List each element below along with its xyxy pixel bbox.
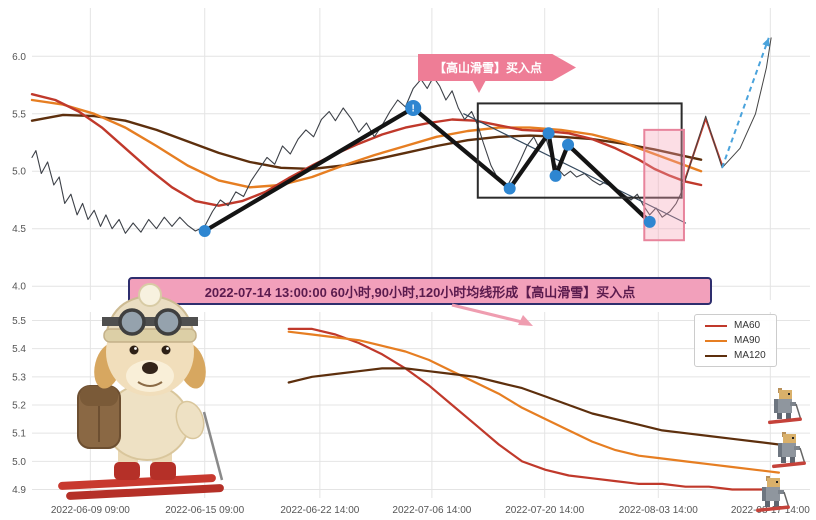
y-tick-label: 5.2 xyxy=(12,401,26,412)
signal-dot-label: ! xyxy=(412,104,415,115)
MA90-line xyxy=(287,330,781,474)
legend-label: MA90 xyxy=(734,335,761,346)
MA90-line xyxy=(30,98,703,189)
y-tick-label: 5.0 xyxy=(12,167,26,178)
pixel-skiers-image xyxy=(755,388,807,514)
banner-arrow-icon xyxy=(451,303,533,326)
pixel-skier-icon xyxy=(767,388,803,426)
legend-label: MA120 xyxy=(734,350,766,361)
x-tick-label: 2022-06-09 09:00 xyxy=(51,505,130,516)
consolidation-rect xyxy=(476,102,683,199)
legend-label: MA60 xyxy=(734,320,761,331)
ski-pole-icon xyxy=(202,411,224,481)
y-tick-label: 5.5 xyxy=(12,109,26,120)
y-tick-label: 4.0 xyxy=(12,282,26,293)
ski-icon xyxy=(58,474,224,500)
y-tick-label: 5.1 xyxy=(12,429,26,440)
goggles-icon xyxy=(102,308,198,336)
pixel-skier-icon xyxy=(755,475,791,514)
signal-dot xyxy=(542,127,555,140)
signal-dot xyxy=(549,169,562,182)
x-tick-label: 2022-08-03 14:00 xyxy=(619,505,698,516)
price-line xyxy=(31,76,683,234)
signal-dot xyxy=(405,100,422,117)
x-tick-label: 2022-06-15 09:00 xyxy=(165,505,244,516)
y-tick-label: 5.0 xyxy=(12,457,26,468)
y-tick-label: 4.9 xyxy=(12,485,26,496)
legend-line-sample xyxy=(705,354,727,357)
MA120-line xyxy=(287,367,781,446)
ski-dog-mascot-image xyxy=(58,283,224,500)
buy-projection-arrow xyxy=(721,37,770,169)
legend-line-sample xyxy=(705,339,727,342)
dog-muzzle xyxy=(126,360,174,392)
pixel-skier-icon xyxy=(771,431,807,470)
pattern-skeleton-line xyxy=(202,105,652,234)
y-tick-label: 5.5 xyxy=(12,316,26,327)
backpack-icon xyxy=(77,385,121,449)
buy-projection-arrow-head xyxy=(762,37,770,47)
chart-legend: MA60 MA90 MA120 xyxy=(694,314,777,367)
buy-point-callout-label: 【高山滑雪】买入点 xyxy=(433,61,542,75)
legend-item: MA60 xyxy=(705,320,766,331)
y-tick-label: 5.4 xyxy=(12,344,26,355)
signal-dot xyxy=(503,182,516,195)
x-tick-label: 2022-07-06 14:00 xyxy=(392,505,471,516)
signal-dot xyxy=(198,225,211,238)
callout-pointer-icon xyxy=(472,80,486,93)
x-tick-label: 2022-06-22 14:00 xyxy=(280,505,359,516)
price-chart-panel: 4.0 4.5 5.0 5.5 6.0! xyxy=(12,8,810,300)
dog-nose xyxy=(142,362,158,374)
y-tick-label: 6.0 xyxy=(12,52,26,63)
legend-item: MA90 xyxy=(705,335,766,346)
signal-banner-text: 2022-07-14 13:00:00 60小时,90小时,120小时均线形成【… xyxy=(204,284,636,300)
MA60-line xyxy=(30,92,703,207)
legend-line-sample xyxy=(705,324,727,327)
y-tick-label: 4.5 xyxy=(12,224,26,235)
buy-point-callout: 【高山滑雪】买入点 xyxy=(418,54,576,81)
signal-banner: 2022-07-14 13:00:00 60小时,90小时,120小时均线形成【… xyxy=(128,277,712,305)
y-tick-label: 5.3 xyxy=(12,372,26,383)
x-tick-label: 2022-07-20 14:00 xyxy=(505,505,584,516)
signal-dot xyxy=(643,215,656,228)
breakout-zone-rect xyxy=(643,128,685,242)
downtrend-line-line xyxy=(463,113,687,224)
MA120-line xyxy=(30,113,703,171)
projection-curve-line xyxy=(681,37,772,193)
MA60-line xyxy=(287,327,781,491)
signal-dot xyxy=(562,138,575,151)
legend-item: MA120 xyxy=(705,350,766,361)
